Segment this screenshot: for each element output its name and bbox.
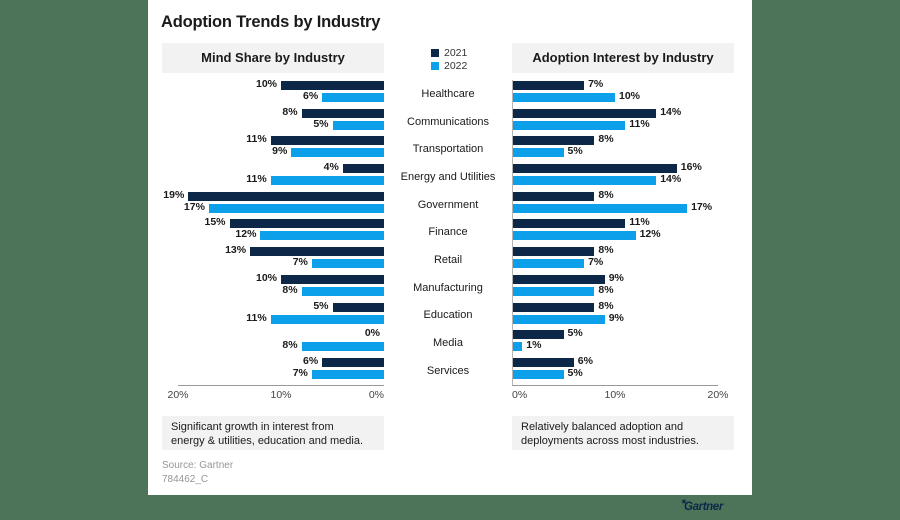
svg-text:Gartner: Gartner [684, 501, 724, 513]
